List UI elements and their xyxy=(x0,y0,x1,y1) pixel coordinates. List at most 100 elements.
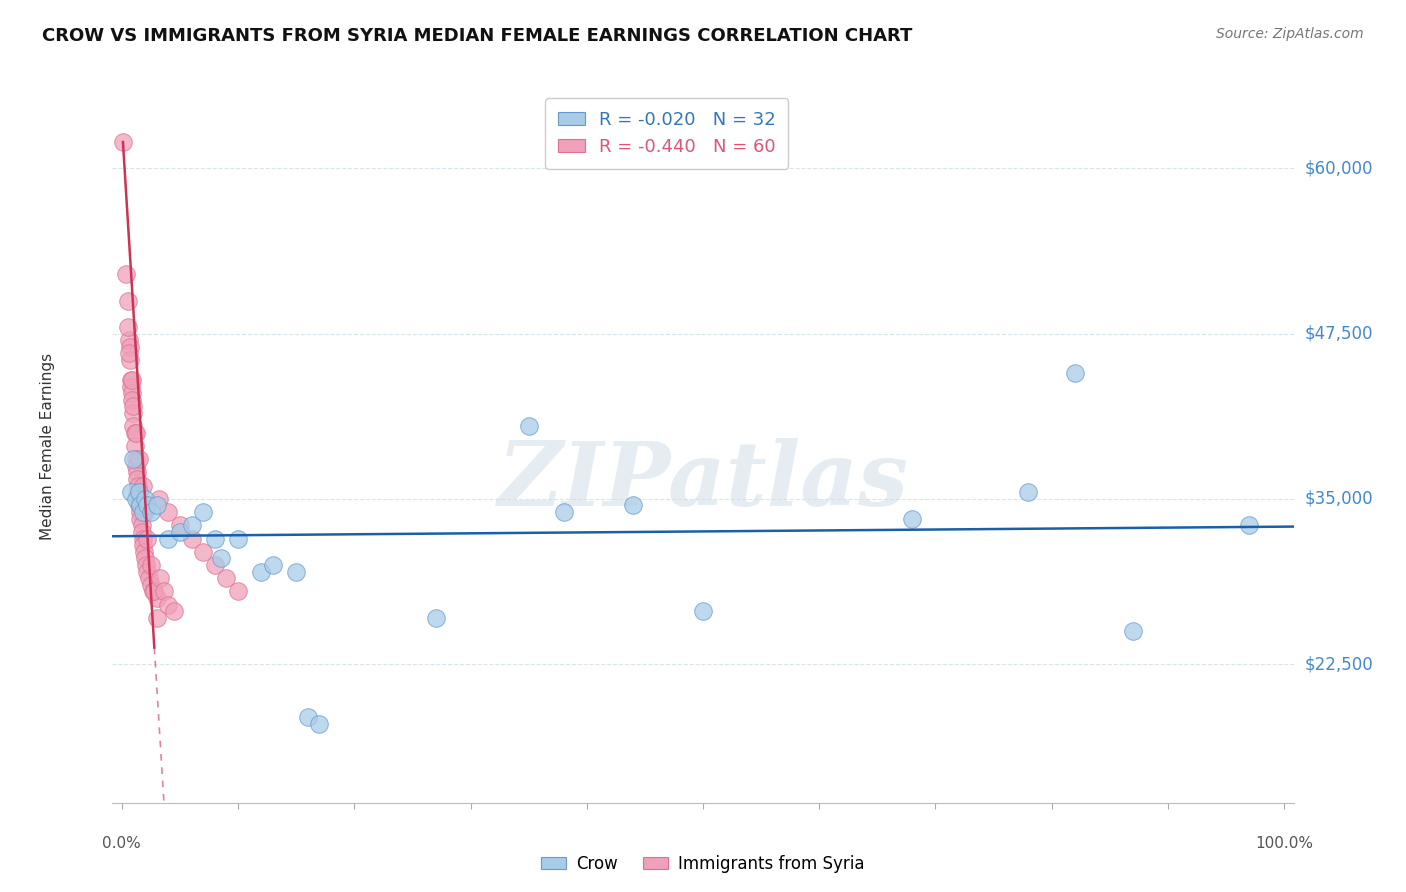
Legend: Crow, Immigrants from Syria: Crow, Immigrants from Syria xyxy=(534,848,872,880)
Point xyxy=(118,340,141,354)
Point xyxy=(136,565,159,579)
Point xyxy=(120,485,142,500)
Point xyxy=(122,406,145,420)
Point xyxy=(118,346,141,360)
Point xyxy=(122,419,145,434)
Point xyxy=(169,524,191,539)
Point xyxy=(215,571,238,585)
Point xyxy=(163,604,186,618)
Point xyxy=(111,135,134,149)
Point xyxy=(128,452,150,467)
Text: ZIPatlas: ZIPatlas xyxy=(498,439,908,524)
Point xyxy=(131,505,153,519)
Text: 100.0%: 100.0% xyxy=(1256,836,1313,851)
Point xyxy=(157,532,180,546)
Point xyxy=(134,505,156,519)
Text: Median Female Earnings: Median Female Earnings xyxy=(39,352,55,540)
Point xyxy=(148,491,170,506)
Point xyxy=(118,333,141,347)
Point xyxy=(250,565,273,579)
Point xyxy=(127,485,149,500)
Point xyxy=(143,584,166,599)
Point xyxy=(122,400,145,414)
Point xyxy=(129,511,152,525)
Text: CROW VS IMMIGRANTS FROM SYRIA MEDIAN FEMALE EARNINGS CORRELATION CHART: CROW VS IMMIGRANTS FROM SYRIA MEDIAN FEM… xyxy=(42,27,912,45)
Point xyxy=(191,505,214,519)
Point xyxy=(125,466,148,480)
Point xyxy=(125,472,148,486)
Point xyxy=(226,584,249,599)
Point xyxy=(129,505,152,519)
Point xyxy=(1239,518,1261,533)
Point xyxy=(204,558,226,572)
Point xyxy=(124,439,146,453)
Point xyxy=(124,425,146,440)
Point xyxy=(135,558,157,572)
Legend: R = -0.020   N = 32, R = -0.440   N = 60: R = -0.020 N = 32, R = -0.440 N = 60 xyxy=(546,98,789,169)
Point xyxy=(138,571,160,585)
Point xyxy=(180,532,202,546)
Point xyxy=(425,611,447,625)
Point xyxy=(132,545,155,559)
Point xyxy=(226,532,249,546)
Point xyxy=(262,558,284,572)
Point xyxy=(157,505,180,519)
Point xyxy=(145,611,167,625)
Point xyxy=(131,538,153,552)
Point xyxy=(131,518,153,533)
Point xyxy=(121,386,143,401)
Point xyxy=(169,518,191,533)
Point xyxy=(553,505,575,519)
Point xyxy=(157,598,180,612)
Point xyxy=(142,584,165,599)
Text: $22,500: $22,500 xyxy=(1305,655,1374,673)
Point xyxy=(1122,624,1144,638)
Point xyxy=(128,485,150,500)
Point xyxy=(131,478,153,492)
Text: $60,000: $60,000 xyxy=(1305,160,1374,178)
Point xyxy=(1017,485,1039,500)
Point xyxy=(134,491,156,506)
Point xyxy=(120,373,142,387)
Point xyxy=(1064,367,1087,381)
Point xyxy=(136,499,159,513)
Point xyxy=(139,505,162,519)
Point xyxy=(118,353,141,368)
Text: Source: ZipAtlas.com: Source: ZipAtlas.com xyxy=(1216,27,1364,41)
Point xyxy=(121,392,143,407)
Point xyxy=(901,511,924,525)
Point xyxy=(128,499,150,513)
Text: 0.0%: 0.0% xyxy=(103,836,141,851)
Point xyxy=(131,524,153,539)
Text: $35,000: $35,000 xyxy=(1305,490,1374,508)
Point xyxy=(191,545,214,559)
Point xyxy=(149,571,172,585)
Point xyxy=(204,532,226,546)
Point xyxy=(131,532,153,546)
Point xyxy=(152,584,174,599)
Point xyxy=(121,373,143,387)
Point xyxy=(621,499,644,513)
Point xyxy=(136,532,159,546)
Point xyxy=(308,716,330,731)
Point xyxy=(115,267,138,281)
Point xyxy=(692,604,714,618)
Point xyxy=(117,293,139,308)
Point xyxy=(125,491,148,506)
Point xyxy=(120,379,142,393)
Point xyxy=(127,478,149,492)
Point xyxy=(117,320,139,334)
Point xyxy=(139,558,162,572)
Point xyxy=(129,499,152,513)
Point xyxy=(517,419,540,434)
Point xyxy=(134,551,156,566)
Point xyxy=(128,491,150,506)
Point xyxy=(145,591,167,605)
Point xyxy=(125,458,148,473)
Point xyxy=(125,425,148,440)
Point xyxy=(285,565,308,579)
Point xyxy=(125,452,148,467)
Point xyxy=(209,551,232,566)
Point xyxy=(122,452,145,467)
Text: $47,500: $47,500 xyxy=(1305,325,1374,343)
